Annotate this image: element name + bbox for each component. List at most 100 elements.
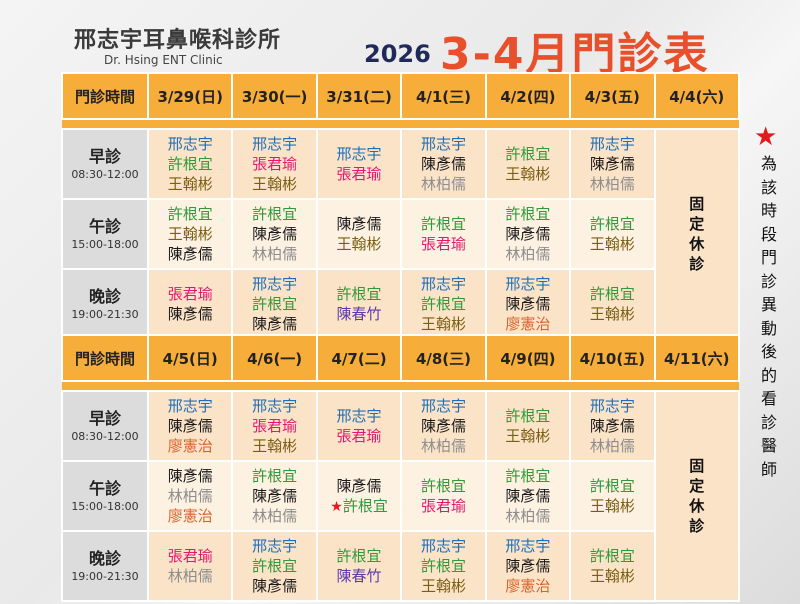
schedule-table-week-1: 門診時間 3/29(日) 3/30(一) 3/31(二) 4/1(三) 4/2(四) 4/3… [61, 72, 741, 340]
doctor-name: 許根宜 [420, 557, 466, 575]
schedule-cell: 邢志宇 許根宜 陳彥儒 [231, 530, 318, 602]
schedule-cell: 許根宜 王翰彬 [484, 128, 572, 200]
schedule-cell: 許根宜 陳春竹 [315, 268, 403, 340]
doctor-name: 陳彥儒 [589, 155, 635, 173]
doctor-name: 陳彥儒 [589, 417, 635, 435]
doctor-name: 陳彥儒 [167, 467, 213, 485]
header-gap [62, 381, 739, 391]
doctor-name: 廖憲治 [505, 577, 551, 595]
doctor-name: 許根宜 [252, 205, 298, 223]
doctor-name: 邢志宇 [252, 135, 298, 153]
schedule-cell: 邢志宇 陳彥儒 廖憲治 [484, 268, 572, 340]
date-header-cell: 4/6(一) [231, 334, 318, 382]
doctor-name: 邢志宇 [167, 135, 213, 153]
header-gap-row [62, 381, 739, 391]
doctor-name: 邢志宇 [420, 537, 466, 555]
schedule-cell: 邢志宇 張君瑜 王翰彬 [231, 390, 318, 462]
doctor-name: 林柏儒 [589, 175, 635, 193]
doctor-name: 陳彥儒 [505, 557, 551, 575]
schedule-cell: 邢志宇 張君瑜 [315, 390, 403, 462]
doctor-name: 陳彥儒 [336, 215, 382, 233]
schedule-cell: 邢志宇 張君瑜 [315, 128, 403, 200]
doctor-name: 王翰彬 [505, 427, 551, 445]
legend-star-icon: ★ [754, 122, 778, 152]
doctor-name: 許根宜 [505, 205, 551, 223]
doctor-name: 許根宜 [589, 285, 635, 303]
schedule-cell: 許根宜 陳彥儒 林柏儒 [231, 460, 318, 532]
schedule-title: 3-4月門診表 [440, 29, 710, 80]
doctor-name: 廖憲治 [167, 507, 213, 525]
date-header-cell: 4/1(三) [400, 72, 487, 120]
date-header-cell: 4/7(二) [315, 334, 403, 382]
date-header-cell: 4/8(三) [400, 334, 487, 382]
slot-row: 早診 08:30-12:00 邢志宇 許根宜 王翰彬 邢志宇 張君瑜 王翰彬 邢志宇 張君瑜 邢志宇… [61, 128, 741, 340]
closed-notice: 固 定 休 診 [653, 128, 741, 340]
doctor-name: 陳彥儒 [167, 245, 213, 263]
doctor-name: 許根宜 [505, 467, 551, 485]
doctor-name: 邢志宇 [420, 135, 466, 153]
doctor-name: ★許根宜 [330, 496, 388, 515]
doctor-name: 許根宜 [589, 215, 635, 233]
doctor-name: 林柏儒 [420, 175, 466, 193]
schedule-cell: 張君瑜 林柏儒 [146, 530, 234, 602]
schedule-cell: 邢志宇 陳彥儒 林柏儒 [569, 390, 656, 462]
doctor-name: 林柏儒 [252, 507, 298, 525]
schedule-cell: 邢志宇 許根宜 王翰彬 [400, 530, 487, 602]
schedule-cell: 許根宜 陳彥儒 林柏儒 [484, 198, 572, 270]
doctor-name: 陳彥儒 [420, 155, 466, 173]
slot-label-cell: 早診 08:30-12:00 [61, 390, 149, 462]
header-row: 門診時間 3/29(日) 3/30(一) 3/31(二) 4/1(三) 4/2(四) 4/3… [61, 72, 741, 120]
doctor-name: 王翰彬 [252, 437, 298, 455]
schedule-cell: 許根宜 王翰彬 [569, 198, 656, 270]
schedule-cell: 邢志宇 陳彥儒 林柏儒 [569, 128, 656, 200]
doctor-name: 王翰彬 [589, 305, 635, 323]
schedule-cell: 張君瑜 陳彥儒 [146, 268, 234, 340]
slot-label-cell: 午診 15:00-18:00 [61, 460, 149, 532]
schedule-cell: 邢志宇 陳彥儒 廖憲治 [146, 390, 234, 462]
doctor-name: 王翰彬 [589, 567, 635, 585]
date-header-cell: 4/11(六) [653, 334, 741, 382]
doctor-name: 張君瑜 [252, 417, 298, 435]
doctor-name: 許根宜 [252, 467, 298, 485]
doctor-name: 王翰彬 [589, 497, 635, 515]
doctor-name: 王翰彬 [167, 225, 213, 243]
doctor-name: 邢志宇 [167, 397, 213, 415]
doctor-name: 林柏儒 [505, 245, 551, 263]
doctor-name: 許根宜 [167, 155, 213, 173]
doctor-name: 陳彥儒 [252, 487, 298, 505]
doctor-name: 陳春竹 [336, 567, 382, 585]
schedule-cell: 許根宜 王翰彬 [569, 460, 656, 532]
doctor-name: 陳彥儒 [420, 417, 466, 435]
doctor-name: 王翰彬 [167, 175, 213, 193]
doctor-name: 林柏儒 [589, 437, 635, 455]
doctor-name: 王翰彬 [420, 577, 466, 595]
doctor-name: 許根宜 [589, 547, 635, 565]
schedule-cell: 陳彥儒 ★許根宜 [315, 460, 403, 532]
schedule-cell: 邢志宇 陳彥儒 林柏儒 [400, 128, 487, 200]
slot-row: 晚診 19:00-21:30 張君瑜 林柏儒 邢志宇 許根宜 陳彥儒 許根宜 陳春竹 邢志宇 許根宜… [61, 530, 739, 602]
doctor-name: 邢志宇 [589, 135, 635, 153]
header-label-cell: 門診時間 [61, 72, 149, 120]
doctor-name: 王翰彬 [420, 315, 466, 333]
slot-row: 晚診 19:00-21:30 張君瑜 陳彥儒 邢志宇 許根宜 陳彥儒 許根宜 陳春竹 邢志宇 許根宜… [61, 268, 739, 340]
doctor-name: 陳彥儒 [336, 476, 382, 495]
doctor-name: 廖憲治 [167, 437, 213, 455]
slot-time: 15:00-18:00 [71, 237, 139, 251]
doctor-name: 許根宜 [167, 205, 213, 223]
doctor-name: 邢志宇 [336, 145, 382, 163]
schedule-cell: 邢志宇 陳彥儒 廖憲治 [484, 530, 572, 602]
schedule-year: 2026 [364, 40, 431, 68]
slot-name: 午診 [88, 216, 121, 236]
clinic-name: 邢志宇耳鼻喉科診所 [74, 28, 282, 53]
closed-notice: 固 定 休 診 [653, 390, 741, 602]
schedule-cell: 陳彥儒 王翰彬 [315, 198, 403, 270]
schedule-cell: 許根宜 陳春竹 [315, 530, 403, 602]
slot-label-cell: 晚診 19:00-21:30 [61, 268, 149, 340]
doctor-name: 張君瑜 [252, 155, 298, 173]
doctor-name: 許根宜 [420, 477, 466, 495]
doctor-name: 許根宜 [589, 477, 635, 495]
schedule-cell: 許根宜 張君瑜 [400, 460, 487, 532]
doctor-name: 邢志宇 [252, 537, 298, 555]
header-label-cell: 門診時間 [61, 334, 149, 382]
doctor-name: 張君瑜 [420, 497, 466, 515]
